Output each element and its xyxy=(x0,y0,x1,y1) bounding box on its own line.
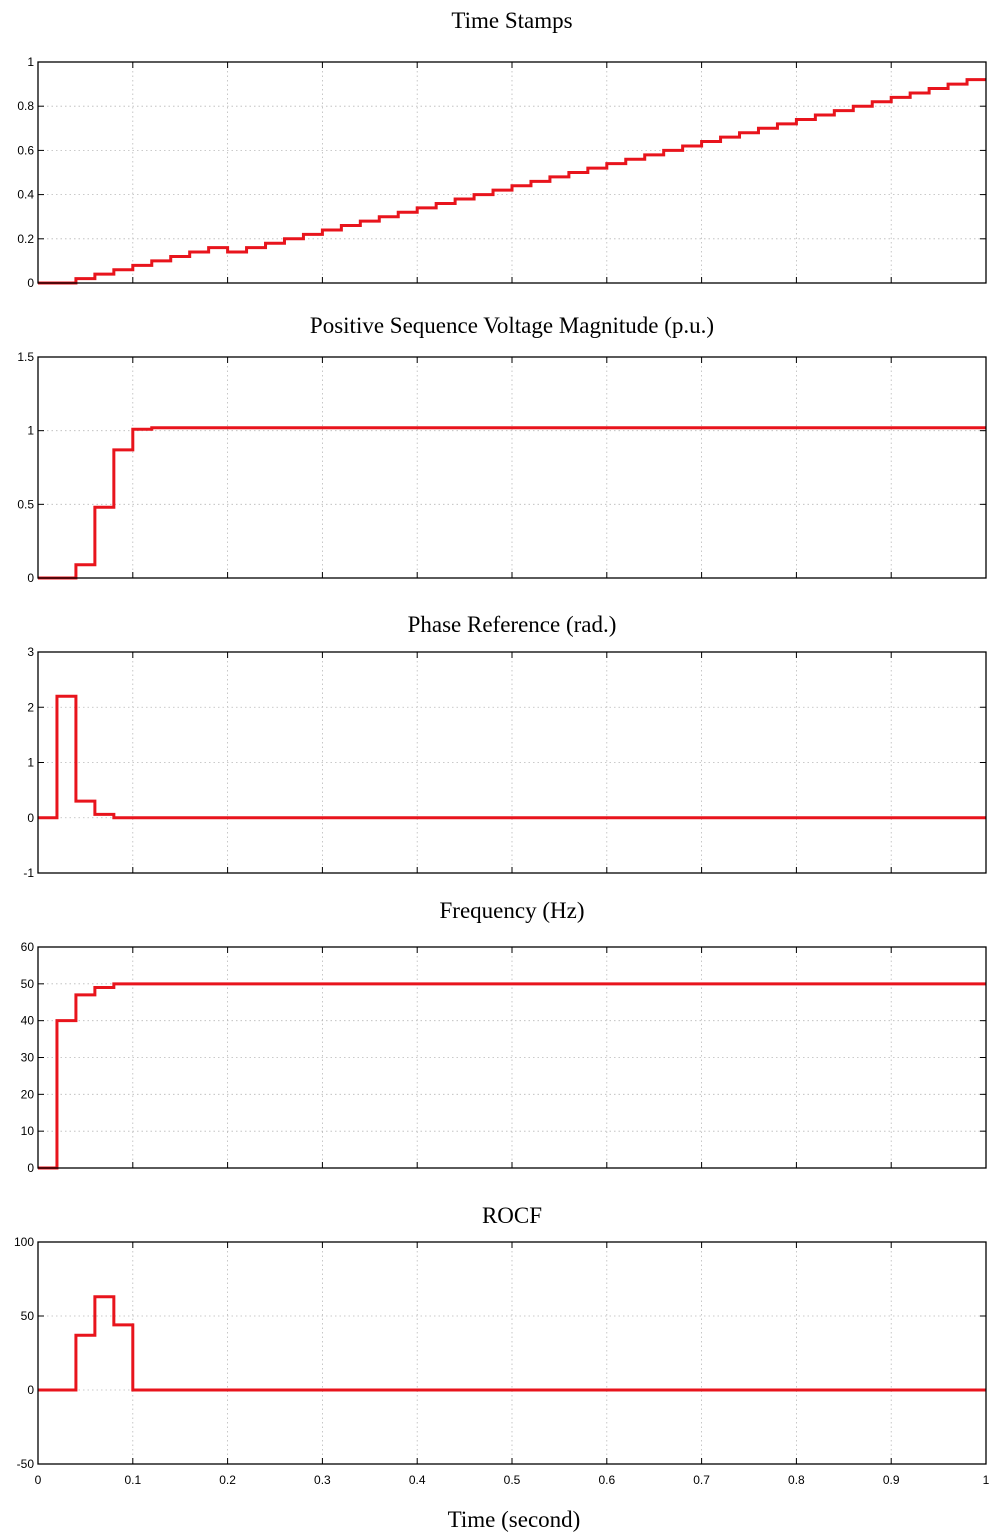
subplot-1: Time Stamps 0 0.2 0.4 0.6 0.8 1 xyxy=(17,8,987,290)
y-tick-label: 0.2 xyxy=(17,232,34,246)
y-tick-label: 0 xyxy=(27,1383,34,1397)
y-tick-label: -50 xyxy=(17,1457,35,1471)
x-tick-label: 0.9 xyxy=(883,1473,900,1487)
y-tick-label: 40 xyxy=(21,1014,35,1028)
plot-frame xyxy=(37,356,987,579)
y-tick-label: 10 xyxy=(21,1124,35,1138)
x-tick-label: 0.3 xyxy=(314,1473,331,1487)
series-line xyxy=(38,1295,986,1392)
subplot-2: Positive Sequence Voltage Magnitude (p.u… xyxy=(17,313,987,585)
plot-frame xyxy=(37,1241,987,1465)
y-tick-label: 0.6 xyxy=(17,143,34,157)
y-tick-label: 60 xyxy=(21,940,35,954)
x-tick-label: 0.2 xyxy=(219,1473,236,1487)
x-axis-label: Time (second) xyxy=(448,1507,581,1532)
y-tick-label: 3 xyxy=(27,645,34,659)
y-tick-label: 0 xyxy=(27,811,34,825)
plot-frame xyxy=(37,61,987,284)
y-tick-label: 1.5 xyxy=(17,350,34,364)
y-tick-label: 1 xyxy=(27,55,34,69)
series-line xyxy=(38,78,986,285)
y-tick-label: 50 xyxy=(21,1309,35,1323)
x-tick-label: 0.4 xyxy=(409,1473,426,1487)
y-tick-label: 30 xyxy=(21,1051,35,1065)
subplot-title: Time Stamps xyxy=(451,8,572,33)
x-tick-label: 0.1 xyxy=(124,1473,141,1487)
subplot-title: ROCF xyxy=(482,1203,542,1228)
subplot-title: Frequency (Hz) xyxy=(440,898,585,923)
subplot-title: Phase Reference (rad.) xyxy=(408,612,617,637)
series-line xyxy=(38,694,986,820)
y-tick-label: 20 xyxy=(21,1087,35,1101)
x-tick-label: 0.6 xyxy=(598,1473,615,1487)
plot-frame xyxy=(37,946,987,1169)
x-tick-label: 0.8 xyxy=(788,1473,805,1487)
y-tick-label: 100 xyxy=(14,1235,34,1249)
plot-frame xyxy=(37,651,987,874)
y-tick-label: 50 xyxy=(21,977,35,991)
y-tick-label: 0 xyxy=(27,276,34,290)
y-tick-label: -1 xyxy=(23,866,34,880)
y-tick-label: 0 xyxy=(27,571,34,585)
series-line xyxy=(38,426,986,580)
y-tick-label: 0.4 xyxy=(17,188,34,202)
subplot-3: Phase Reference (rad.) -1 0 1 2 3 xyxy=(23,612,987,880)
y-tick-label: 1 xyxy=(27,424,34,438)
y-tick-label: 1 xyxy=(27,756,34,770)
subplot-4: Frequency (Hz) 0 10 20 30 40 50 60 xyxy=(21,898,987,1175)
series-line xyxy=(38,982,986,1170)
x-tick-label: 0.7 xyxy=(693,1473,710,1487)
y-tick-label: 0.5 xyxy=(17,497,34,511)
y-tick-label: 0 xyxy=(27,1161,34,1175)
y-tick-label: 0.8 xyxy=(17,99,34,113)
y-tick-label: 2 xyxy=(27,700,34,714)
x-tick-label: 0 xyxy=(35,1473,42,1487)
x-tick-label: 0.5 xyxy=(504,1473,521,1487)
subplot-title: Positive Sequence Voltage Magnitude (p.u… xyxy=(310,313,714,338)
x-tick-label: 1 xyxy=(983,1473,990,1487)
